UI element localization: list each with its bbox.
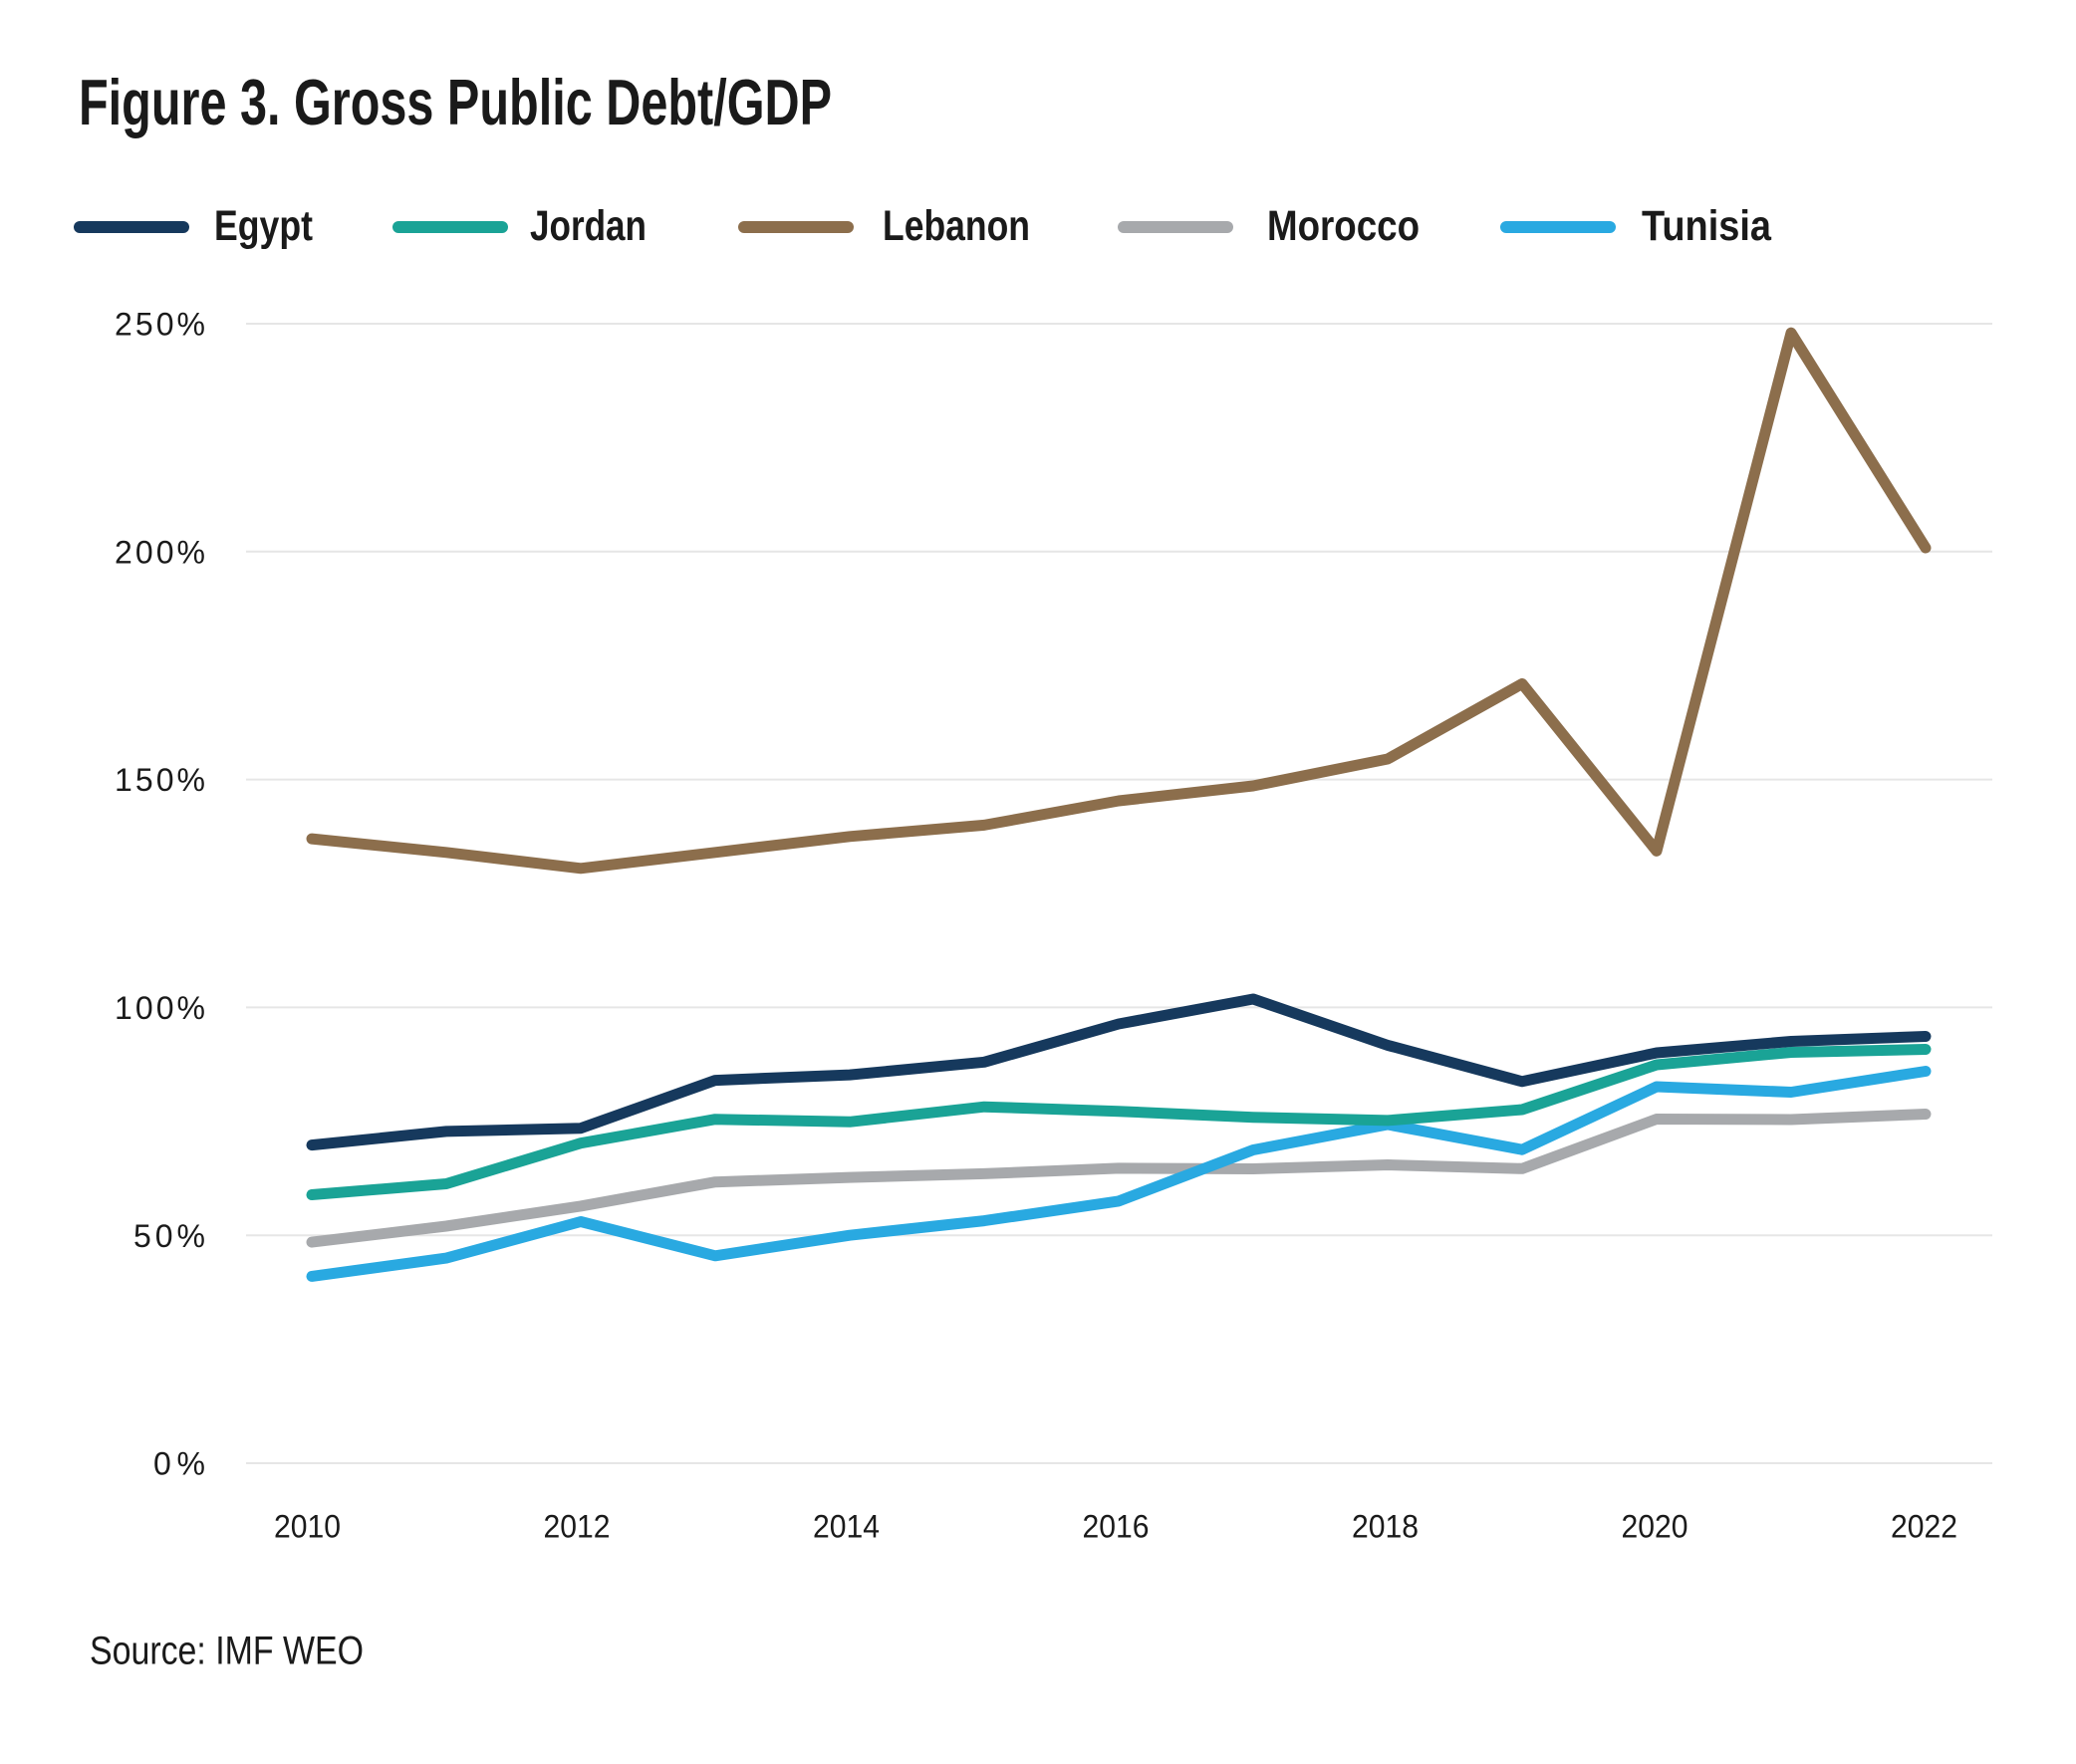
- svg-text:Jordan: Jordan: [530, 202, 647, 250]
- svg-text:Source: IMF WEO: Source: IMF WEO: [90, 1630, 364, 1673]
- svg-text:2012: 2012: [544, 1508, 611, 1544]
- svg-text:2014: 2014: [813, 1508, 880, 1544]
- svg-text:2016: 2016: [1083, 1508, 1150, 1544]
- svg-text:Tunisia: Tunisia: [1642, 202, 1772, 250]
- svg-text:2022: 2022: [1891, 1508, 1957, 1544]
- svg-text:2020: 2020: [1622, 1508, 1688, 1544]
- svg-text:Lebanon: Lebanon: [883, 202, 1030, 250]
- svg-text:Morocco: Morocco: [1267, 202, 1420, 250]
- svg-text:0%: 0%: [153, 1446, 205, 1482]
- svg-text:2010: 2010: [274, 1508, 341, 1544]
- svg-text:250%: 250%: [115, 307, 205, 343]
- svg-text:Egypt: Egypt: [214, 202, 313, 250]
- svg-text:50%: 50%: [133, 1218, 205, 1254]
- svg-text:100%: 100%: [115, 990, 205, 1026]
- svg-text:Figure 3. Gross Public Debt/GD: Figure 3. Gross Public Debt/GDP: [79, 66, 832, 138]
- svg-text:2018: 2018: [1352, 1508, 1419, 1544]
- svg-text:200%: 200%: [115, 534, 205, 570]
- svg-text:150%: 150%: [115, 762, 205, 798]
